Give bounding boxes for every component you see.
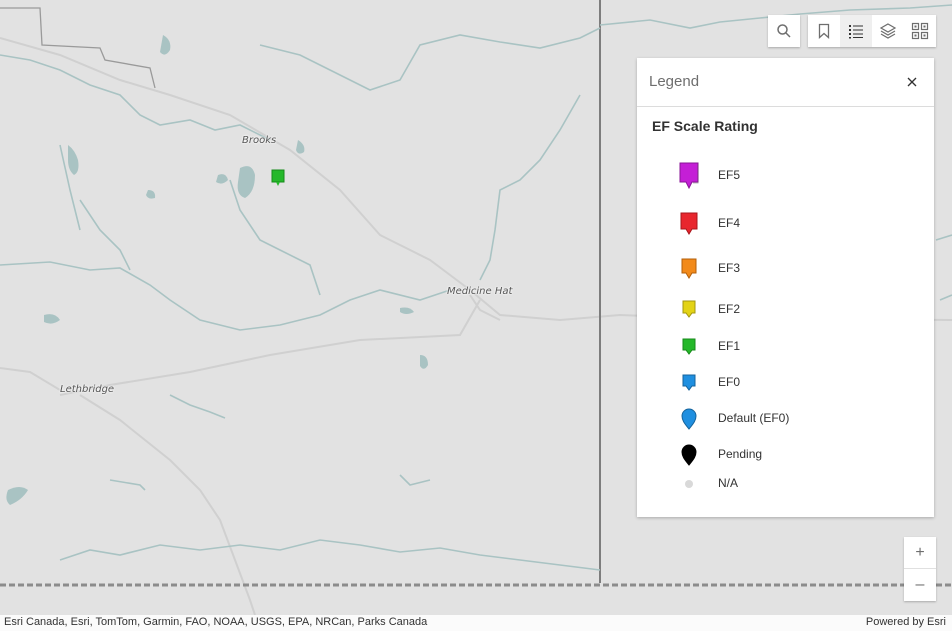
ef1-marker-icon: [667, 332, 711, 362]
search-icon: [777, 24, 791, 38]
legend-label-na: N/A: [718, 476, 739, 490]
legend-item-ef2: EF2: [667, 295, 907, 325]
bookmark-icon: [818, 23, 830, 39]
legend-close-button[interactable]: [902, 72, 922, 92]
pending-pin-icon: [667, 440, 711, 470]
legend-label-default-ef0: Default (EF0): [718, 411, 790, 425]
place-label-lethbridge: Lethbridge: [60, 384, 115, 395]
grid-icon: [911, 22, 929, 40]
list-icon: [849, 25, 863, 39]
legend-label-pending: Pending: [718, 447, 763, 461]
ef4-marker-icon: [667, 209, 711, 239]
layers-icon: [879, 23, 897, 39]
powered-by-esri[interactable]: Powered by Esri: [865, 616, 946, 628]
legend-panel: Legend EF Scale Rating EF5 EF4: [637, 58, 934, 517]
search-button[interactable]: [768, 15, 800, 47]
legend-item-default-ef0: Default (EF0): [667, 404, 907, 434]
attribution-bar: Esri Canada, Esri, TomTom, Garmin, FAO, …: [0, 615, 952, 631]
rivers: [0, 4, 952, 571]
na-dot-icon: [667, 469, 711, 499]
legend-item-ef4: EF4: [667, 209, 907, 239]
ef3-marker-icon: [667, 254, 711, 284]
tornado-marker-ef1[interactable]: [271, 169, 285, 186]
zoom-control: + –: [904, 537, 936, 601]
legend-label-ef1: EF1: [718, 339, 741, 353]
close-icon: [907, 77, 917, 87]
legend-label-ef0: EF0: [718, 375, 741, 389]
place-label-medicine-hat: Medicine Hat: [447, 286, 513, 297]
default-pin-icon: [667, 404, 711, 434]
legend-button[interactable]: [840, 15, 872, 47]
lakes: [6, 35, 428, 505]
attribution-text[interactable]: Esri Canada, Esri, TomTom, Garmin, FAO, …: [4, 616, 428, 628]
widget-toolbar: [808, 15, 936, 47]
legend-item-ef3: EF3: [667, 254, 907, 284]
place-label-brooks: Brooks: [242, 135, 277, 146]
legend-item-ef0: EF0: [667, 368, 907, 398]
legend-item-ef1: EF1: [667, 332, 907, 362]
zoom-out-button[interactable]: –: [915, 576, 925, 593]
zoom-in-button[interactable]: +: [904, 537, 936, 569]
county-boundary: [0, 7, 156, 89]
legend-item-ef5: EF5: [667, 158, 907, 194]
legend-item-pending: Pending: [667, 440, 907, 470]
ef5-marker-icon: [667, 158, 711, 194]
basemap-gallery-button[interactable]: [904, 15, 936, 47]
legend-item-na: N/A: [667, 469, 907, 499]
ef0-marker-icon: [667, 368, 711, 398]
search-toolbar: [768, 15, 800, 47]
legend-title: Legend: [649, 73, 700, 90]
legend-layer-title: EF Scale Rating: [652, 118, 758, 134]
ef2-marker-icon: [667, 295, 711, 325]
legend-label-ef2: EF2: [718, 302, 741, 316]
legend-label-ef3: EF3: [718, 261, 741, 275]
bookmarks-button[interactable]: [808, 15, 840, 47]
legend-header: Legend: [637, 58, 934, 107]
legend-label-ef5: EF5: [718, 168, 741, 182]
legend-label-ef4: EF4: [718, 216, 741, 230]
layer-list-button[interactable]: [872, 15, 904, 47]
